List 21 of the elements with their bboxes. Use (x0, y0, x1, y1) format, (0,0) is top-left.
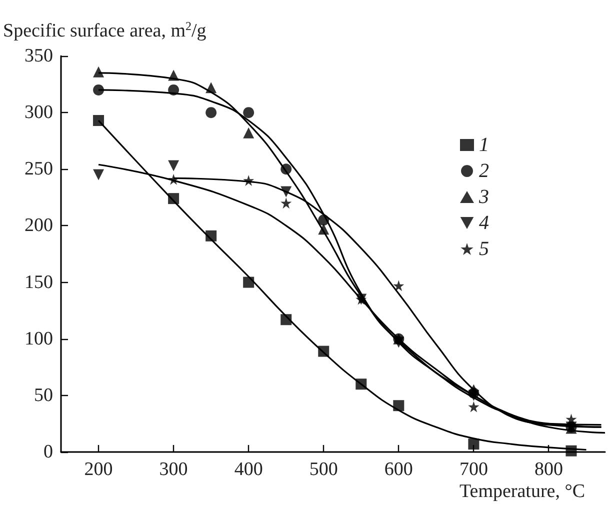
y-tick-label: 50 (34, 384, 53, 406)
y-tick-label: 300 (24, 102, 53, 124)
legend-label: 2 (479, 160, 489, 182)
y-tick-label: 350 (24, 46, 53, 66)
legend-label: 5 (479, 238, 489, 260)
legend-label: 4 (479, 212, 489, 234)
x-axis-title: Temperature, °C (460, 481, 585, 502)
y-tick-label: 150 (24, 272, 53, 293)
y-tick-label: 100 (24, 328, 53, 350)
legend-label: 3 (478, 186, 489, 208)
x-tick-label: 200 (84, 459, 113, 480)
x-tick-label: 400 (234, 459, 263, 480)
x-tick-label: 300 (159, 459, 188, 480)
x-tick-label: 700 (459, 459, 488, 480)
x-tick-label: 500 (309, 459, 338, 480)
legend-label: 1 (479, 134, 489, 156)
y-tick-label: 0 (44, 442, 53, 462)
y-tick-label: 200 (24, 215, 53, 236)
x-tick-label: 600 (384, 459, 413, 480)
y-tick-label: 250 (24, 158, 53, 180)
x-tick-label: 800 (534, 459, 563, 480)
